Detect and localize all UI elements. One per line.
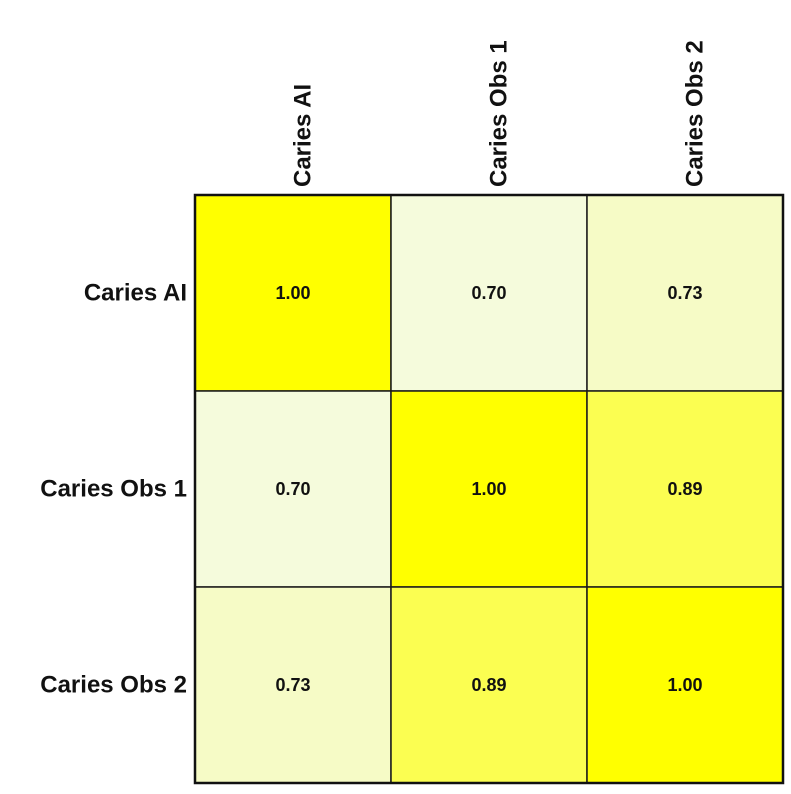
heatmap-cell-r1-c1 [390,390,588,588]
cell-value-r0-c1: 0.70 [471,283,506,303]
cell-value-r1-c2: 0.89 [667,479,702,499]
cell-value-r2-c0: 0.73 [275,675,310,695]
column-label-1: Caries Obs 1 [486,40,513,187]
row-label-2: Caries Obs 2 [40,672,187,699]
heatmap-cell-r0-c0 [194,194,392,392]
cell-value-r0-c2: 0.73 [667,283,702,303]
column-label-2: Caries Obs 2 [682,40,709,187]
cell-value-r2-c2: 1.00 [667,675,702,695]
cell-value-r1-c0: 0.70 [275,479,310,499]
row-label-1: Caries Obs 1 [40,476,187,503]
row-label-0: Caries AI [84,280,187,307]
heatmap-cell-r2-c1 [390,586,588,784]
cell-value-r1-c1: 1.00 [471,479,506,499]
heatmap-border [193,193,785,785]
heatmap-value-labels: 1.00 0.70 0.73 0.70 1.00 0.89 0.73 0.89 1.00 [275,283,702,695]
heatmap-cells [193,193,785,785]
heatmap-cell-r0-c1 [390,194,588,392]
heatmap-cell-r1-c2 [586,390,784,588]
column-labels: Caries AI Caries Obs 1 Caries Obs 2 [290,40,709,187]
column-label-0: Caries AI [290,84,317,187]
heatmap-cell-r1-c0 [194,390,392,588]
cell-value-r0-c0: 1.00 [275,283,310,303]
row-labels: Caries AI Caries Obs 1 Caries Obs 2 [40,280,187,699]
cell-value-r2-c1: 0.89 [471,675,506,695]
